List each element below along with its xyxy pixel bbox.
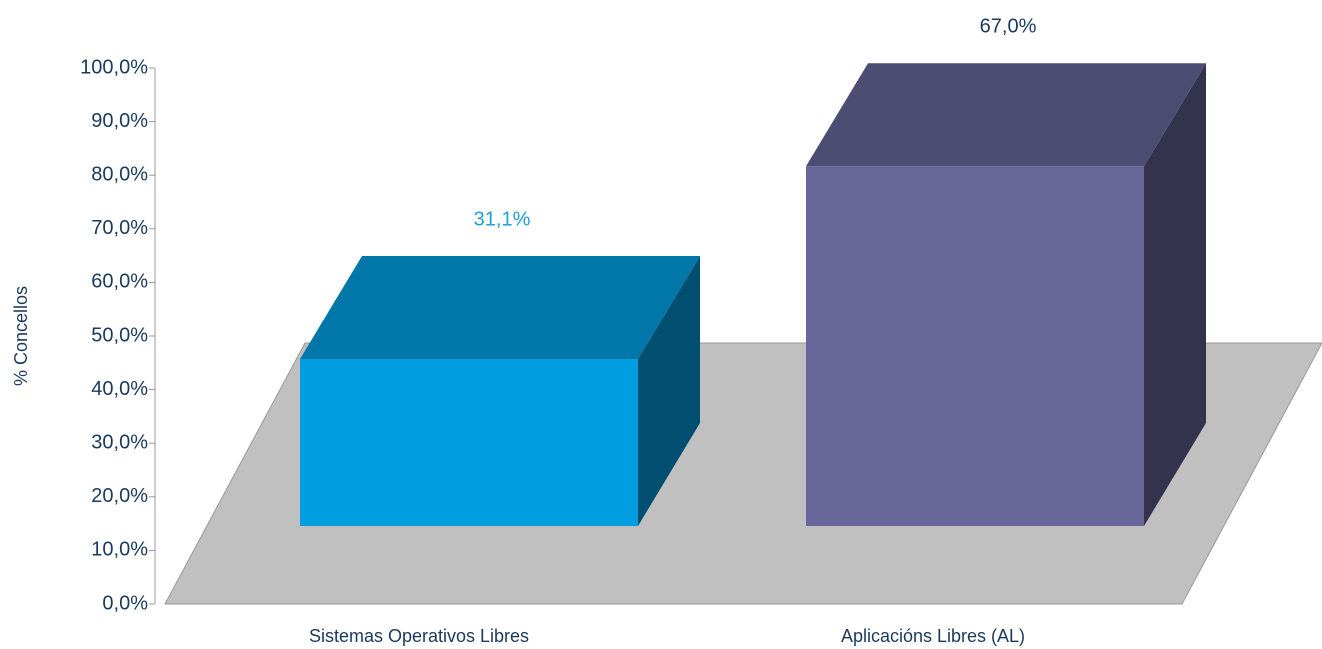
- bar: [300, 358, 638, 526]
- bar-top: [300, 255, 700, 359]
- bar-side: [1144, 63, 1206, 527]
- y-tick-label: 60,0%: [91, 271, 148, 293]
- value-label: 31,1%: [474, 208, 531, 230]
- x-tick-label: Aplicacións Libres (AL): [841, 626, 1025, 646]
- y-tick-label: 10,0%: [91, 539, 148, 561]
- bar: [806, 166, 1144, 526]
- bar-side: [638, 255, 700, 527]
- y-tick-label: 50,0%: [91, 324, 148, 346]
- y-tick-label: 30,0%: [91, 431, 148, 453]
- y-tick-label: 90,0%: [91, 110, 148, 132]
- y-tick-label: 40,0%: [91, 378, 148, 400]
- x-tick-label: Sistemas Operativos Libres: [309, 626, 529, 646]
- y-tick-label: 80,0%: [91, 163, 148, 185]
- y-tick-label: 70,0%: [91, 217, 148, 239]
- y-axis-label: % Concellos: [11, 286, 31, 386]
- bar-top: [806, 63, 1206, 167]
- y-tick-label: 20,0%: [91, 485, 148, 507]
- value-label: 67,0%: [980, 15, 1037, 37]
- y-tick-label: 0,0%: [102, 592, 148, 614]
- y-tick-label: 100,0%: [80, 56, 148, 78]
